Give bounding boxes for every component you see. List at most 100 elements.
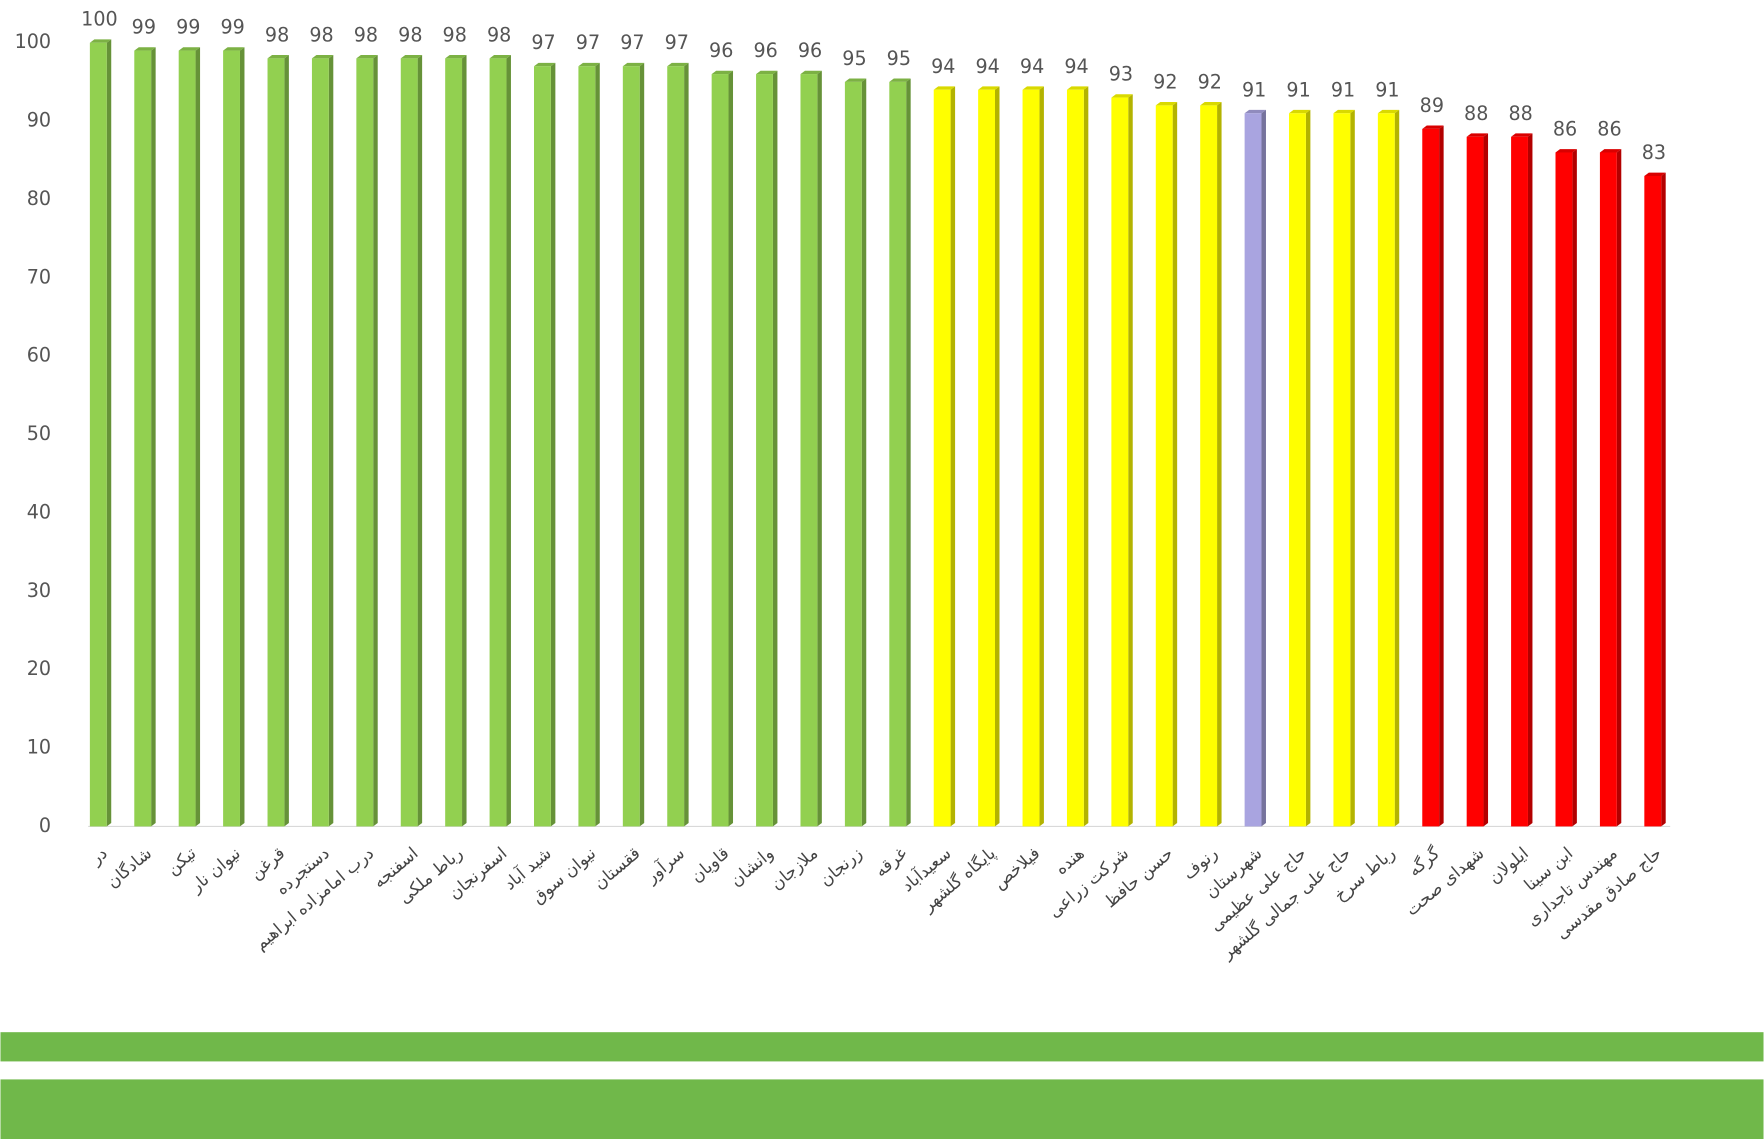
bar: [1377, 113, 1395, 827]
bar: [1555, 152, 1573, 827]
bar: [1466, 136, 1484, 827]
bar: [800, 74, 818, 827]
bar-top: [178, 47, 201, 51]
bar-top: [756, 70, 778, 75]
bar: [1333, 113, 1351, 827]
bar: [267, 58, 285, 827]
bar-top: [1333, 109, 1355, 114]
value-label: 98: [443, 23, 467, 46]
bar-side: [1217, 102, 1222, 827]
value-label: 97: [665, 31, 689, 54]
bar-side: [861, 78, 867, 827]
bar-top: [889, 78, 911, 82]
bar: [711, 74, 729, 827]
bar-side: [1172, 102, 1178, 827]
bar: [89, 42, 107, 827]
value-label: 94: [1020, 55, 1044, 78]
bar-side: [373, 55, 378, 827]
x-tick-label: ملازجان: [766, 843, 821, 894]
y-tick-label: 20: [27, 657, 51, 680]
bar-side: [151, 47, 156, 827]
x-tick-label: نیوان نار: [185, 843, 244, 897]
value-label: 88: [1464, 102, 1488, 125]
bar-side: [684, 62, 689, 827]
value-label: 93: [1109, 63, 1133, 86]
value-label: 91: [1286, 78, 1310, 101]
bar-top: [223, 47, 245, 51]
stripe: [0, 1079, 1764, 1139]
bar: [134, 50, 152, 827]
bar: [534, 66, 551, 827]
bar-side: [1350, 109, 1355, 827]
value-label: 95: [887, 47, 911, 70]
value-label: 99: [176, 16, 200, 39]
bar-side: [772, 70, 778, 827]
bar-top: [534, 62, 556, 67]
bar: [400, 58, 418, 827]
bar-side: [417, 55, 423, 827]
y-tick-label: 80: [27, 187, 51, 210]
bar-side: [106, 39, 112, 827]
bar-top: [933, 86, 956, 90]
value-label: 83: [1642, 141, 1666, 164]
bar-top: [1022, 86, 1044, 90]
value-label: 91: [1331, 78, 1355, 101]
bar: [578, 66, 596, 827]
bar-top: [1111, 94, 1133, 98]
bar: [178, 50, 196, 827]
x-tick-label: در: [85, 843, 111, 869]
bar-side: [1661, 172, 1666, 827]
bar-side: [239, 47, 245, 827]
value-label: 92: [1153, 70, 1177, 93]
bar-top: [1289, 109, 1311, 114]
bar-side: [906, 78, 911, 827]
bar-top: [311, 55, 334, 59]
bar-side: [639, 62, 645, 827]
bar-top: [267, 55, 289, 59]
value-label: 96: [753, 39, 777, 62]
bar: [1244, 113, 1262, 827]
bar: [1422, 128, 1440, 827]
value-label: 99: [221, 16, 245, 39]
x-tick-label: فیلاخص: [989, 843, 1043, 893]
value-label: 96: [798, 39, 822, 62]
bar-side: [1261, 109, 1266, 827]
value-label: 100: [81, 8, 117, 31]
value-label: 98: [487, 23, 511, 46]
value-label: 89: [1420, 94, 1444, 117]
value-label: 86: [1553, 117, 1577, 140]
bar-side: [195, 47, 201, 827]
bar: [622, 66, 640, 827]
bar-top: [489, 55, 511, 59]
bar-top: [400, 55, 423, 59]
bar-top: [1599, 149, 1622, 153]
bar-top: [667, 62, 689, 67]
bar-top: [445, 55, 467, 59]
value-label: 98: [265, 23, 289, 46]
bar: [667, 66, 685, 827]
bar-top: [356, 55, 378, 59]
value-label: 86: [1597, 117, 1621, 140]
value-label: 99: [132, 16, 156, 39]
bar: [933, 89, 951, 827]
bar: [1644, 175, 1662, 827]
bar: [489, 58, 507, 827]
bar-side: [1527, 133, 1533, 827]
value-label: 97: [531, 31, 555, 54]
value-label: 94: [976, 55, 1000, 78]
bar-top: [1511, 133, 1533, 137]
bar: [1111, 97, 1129, 827]
bar-top: [1377, 109, 1400, 114]
bar: [1289, 113, 1306, 827]
bar: [1066, 89, 1084, 827]
bar: [844, 81, 862, 827]
y-tick-label: 40: [27, 500, 51, 523]
x-tick-label: شادگان: [102, 843, 155, 892]
bar-top: [622, 62, 645, 67]
bar-side: [728, 70, 734, 827]
bar-top: [844, 78, 867, 82]
bar-top: [1644, 172, 1666, 176]
x-tick-label: شهدای صحت: [1401, 843, 1488, 921]
value-label: 94: [1064, 55, 1088, 78]
y-tick-label: 30: [27, 579, 51, 602]
